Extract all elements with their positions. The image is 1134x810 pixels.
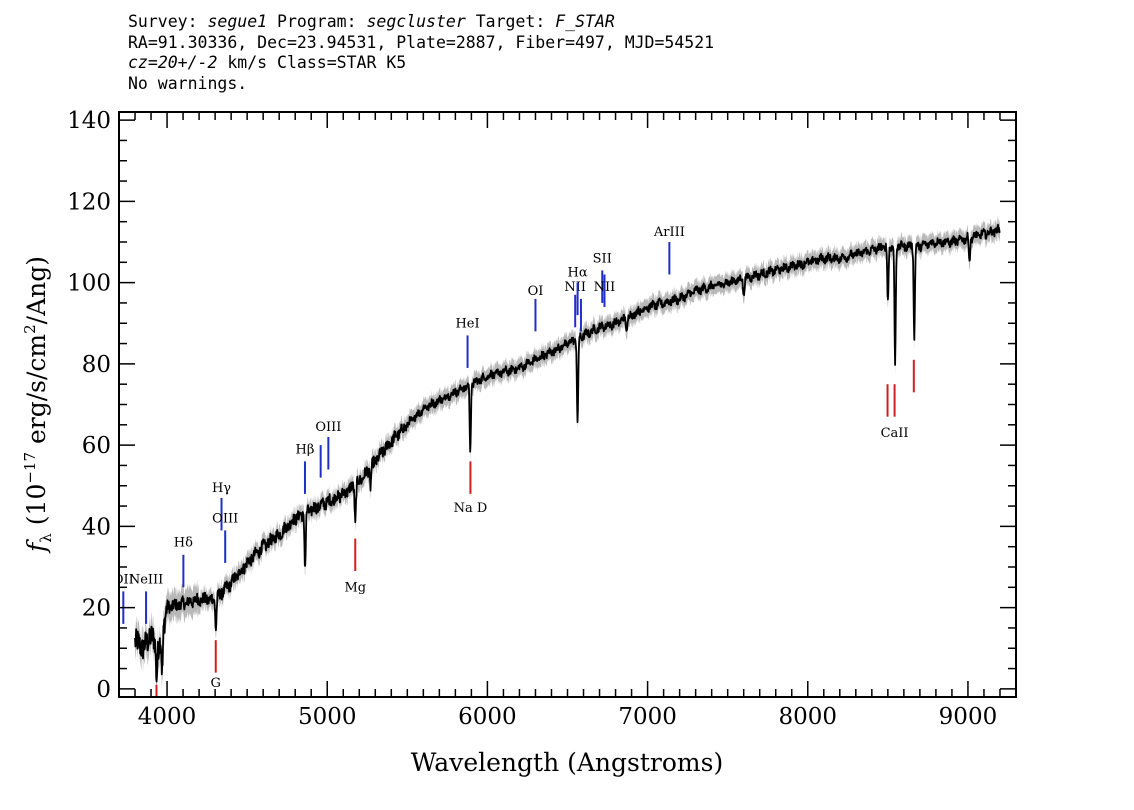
y-tick-label: 20 [82,596,111,622]
x-axis-title: Wavelength (Angstroms) [411,748,723,777]
y-tick-label: 100 [67,271,111,297]
y-axis-title-mid: erg/s/cm [22,334,51,452]
plot-frame [118,111,1017,698]
y-tick-label: 140 [67,108,111,134]
emission-label-NeIII: NeIII [129,572,163,587]
emission-label-OIII-5007: OIII [315,420,341,435]
y-tick-label: 0 [96,677,111,703]
emission-label-Halpha: Hα [568,266,588,281]
emission-label-OII: OII [113,572,134,587]
absorption-label-Mg: Mg [344,580,366,595]
y-axis-title: fλ (10−17 erg/s/cm2/Ang) [21,256,55,554]
header-warnings: No warnings. [128,73,248,93]
header-line-3: cz=20+/-2 km/s Class=STAR K5 [128,53,714,74]
header-line-2: RA=91.30336, Dec=23.94531, Plate=2887, F… [128,32,715,52]
emission-label-Hbeta: Hβ [296,442,315,457]
emission-label-OIII-4363: OIII [212,511,238,526]
y-tick-label: 40 [82,514,111,540]
absorption-label-G-band: G [211,676,221,691]
x-tick-label: 8000 [778,704,837,730]
x-tick-label: 7000 [618,704,677,730]
x-tick-label: 9000 [939,704,998,730]
y-axis-title-pre: (10 [22,484,51,526]
y-axis-title-lambda: λ [37,533,55,543]
target-value: F_STAR [555,12,615,31]
survey-label: Survey: [128,12,198,31]
y-tick-label: 60 [82,433,111,459]
emission-label-OI: OI [528,284,544,299]
x-tick-label: 4000 [138,704,197,730]
emission-label-Hdelta: Hδ [174,536,193,551]
target-label: Target: [475,12,546,31]
program-label: Program: [277,12,357,31]
cz-value: 20+/-2 [157,53,218,72]
cz-label: cz= [128,53,158,72]
spectrum-header: Survey: segue1 Program: segcluster Targe… [128,12,714,94]
y-axis-title-post: /Ang) [22,256,51,324]
header-line-1: Survey: segue1 Program: segcluster Targe… [128,12,714,33]
y-axis-title-f: f [22,539,51,554]
emission-label-SII-6731: NII [594,280,616,295]
x-tick-label: 6000 [458,704,517,730]
emission-label-SII-6717: SII [593,251,612,266]
absorption-label-Na-D: Na D [454,501,488,516]
y-tick-label: 120 [67,189,111,215]
y-tick-label: 80 [82,352,111,378]
class-text: Class=STAR K5 [277,53,407,72]
x-tick-label: 5000 [298,704,357,730]
absorption-label-CaII-8542: CaII [881,426,909,441]
y-axis-title-exp2: 2 [21,324,39,334]
ticks-layer: 4000 5000 6000 7000 8000 9000 0 20 40 60 80 100 120 1… [67,108,1017,730]
emission-label-NII-6548: NII [564,280,586,295]
spectrum-line [134,224,1001,683]
survey-value: segue1 [207,12,268,31]
spectrum-layer [134,215,1001,696]
cz-units: km/s [227,53,268,72]
emission-label-Hgamma: Hγ [212,481,231,496]
emission-label-HeI: HeI [455,316,479,331]
program-value: segcluster [366,12,466,31]
y-axis-title-exp1: −17 [21,452,39,484]
emission-label-ArIII: ArIII [653,225,685,240]
